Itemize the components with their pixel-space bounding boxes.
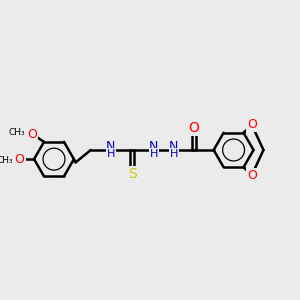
Text: H: H (106, 148, 115, 159)
Text: H: H (169, 148, 178, 159)
Text: CH₃: CH₃ (9, 128, 26, 137)
Text: O: O (28, 128, 37, 141)
Text: H: H (150, 148, 158, 159)
Text: S: S (128, 167, 137, 181)
Text: O: O (247, 169, 257, 182)
Text: O: O (15, 153, 25, 166)
Text: N: N (106, 140, 116, 153)
Text: N: N (149, 140, 159, 153)
Text: O: O (247, 118, 257, 131)
Text: N: N (169, 140, 178, 153)
Text: O: O (188, 121, 199, 135)
Text: CH₃: CH₃ (0, 156, 13, 165)
